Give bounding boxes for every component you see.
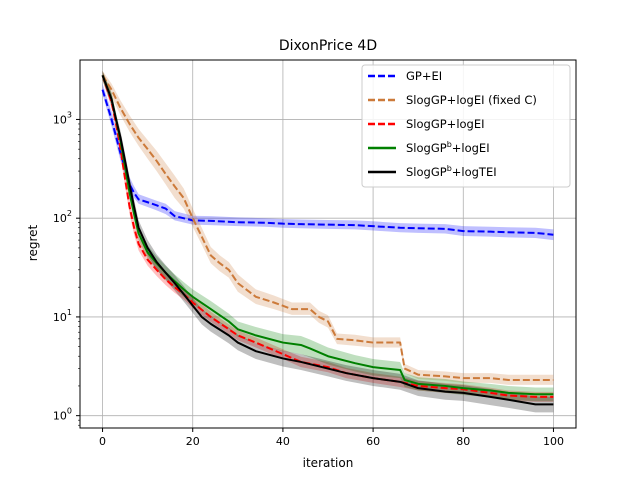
x-tick-label: 60	[366, 435, 380, 448]
legend-label: SlogGPb+logEI	[406, 140, 490, 155]
series-lines	[101, 74, 554, 406]
legend-label: GP+EI	[406, 69, 442, 83]
series-3-band	[102, 70, 554, 402]
y-tick-label: 102	[53, 209, 72, 225]
series-4-line	[101, 74, 554, 406]
series-3-line	[101, 74, 554, 396]
x-tick-label: 80	[456, 435, 470, 448]
x-axis-label: iteration	[303, 456, 354, 470]
legend-label: SlogGP+logEI (fixed C)	[406, 93, 537, 107]
legend-label: SlogGP+logEI	[406, 117, 485, 131]
x-axis-ticks: 0 20 40 60 80 100	[99, 428, 564, 448]
plot-frame	[79, 59, 577, 429]
legend-box	[361, 64, 571, 188]
chart-title: DixonPrice 4D	[279, 38, 377, 54]
y-axis-ticks: 100 101 102 103	[53, 110, 80, 426]
y-axis-label: regret	[26, 224, 40, 261]
series-1-line	[101, 74, 554, 381]
x-tick-label: 40	[276, 435, 290, 448]
y-tick-label: 101	[53, 308, 72, 324]
series-2-line	[101, 74, 554, 398]
x-tick-label: 20	[186, 435, 200, 448]
series-0-line	[101, 89, 554, 236]
y-tick-label: 100	[53, 407, 72, 423]
legend: GP+EI SlogGP+logEI (fixed C) SlogGP+logEI S…	[361, 64, 571, 188]
legend-label: SlogGPb+logTEI	[406, 164, 497, 179]
x-tick-label: 0	[99, 435, 106, 448]
y-tick-label: 103	[53, 110, 72, 126]
x-tick-label: 100	[543, 435, 564, 448]
